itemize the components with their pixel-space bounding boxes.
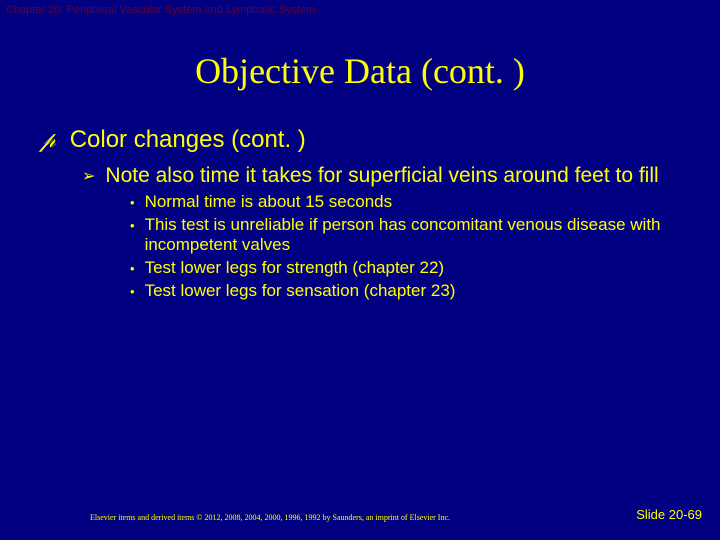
script-bullet-icon: 𝓅 bbox=[40, 127, 56, 153]
bullet-level2: ➢ Note also time it takes for superficia… bbox=[82, 164, 690, 189]
copyright-text: Elsevier items and derived items © 2012,… bbox=[90, 513, 450, 522]
level3-text: Test lower legs for strength (chapter 22… bbox=[145, 258, 445, 278]
arrow-bullet-icon: ➢ bbox=[82, 168, 95, 187]
dot-bullet-icon: • bbox=[130, 284, 135, 299]
slide-body: 𝓅 Color changes (cont. ) ➢ Note also tim… bbox=[0, 126, 720, 301]
bullet-level3: • Normal time is about 15 seconds bbox=[130, 192, 690, 212]
chapter-header: Chapter 20: Peripheral Vascular System a… bbox=[0, 0, 720, 20]
bullet-level3: • Test lower legs for strength (chapter … bbox=[130, 258, 690, 278]
dot-bullet-icon: • bbox=[130, 261, 135, 276]
dot-bullet-icon: • bbox=[130, 195, 135, 210]
level1-text: Color changes (cont. ) bbox=[70, 126, 306, 154]
bullet-level1: 𝓅 Color changes (cont. ) bbox=[40, 126, 690, 154]
slide-footer: Elsevier items and derived items © 2012,… bbox=[0, 507, 720, 522]
bullet-level3: • Test lower legs for sensation (chapter… bbox=[130, 281, 690, 301]
slide-number: Slide 20-69 bbox=[636, 507, 702, 522]
dot-bullet-icon: • bbox=[130, 218, 135, 233]
level3-text: This test is unreliable if person has co… bbox=[145, 215, 670, 255]
level2-text: Note also time it takes for superficial … bbox=[105, 164, 658, 189]
level3-text: Normal time is about 15 seconds bbox=[145, 192, 393, 212]
bullet-level3: • This test is unreliable if person has … bbox=[130, 215, 690, 255]
level3-text: Test lower legs for sensation (chapter 2… bbox=[145, 281, 456, 301]
slide-title: Objective Data (cont. ) bbox=[0, 50, 720, 92]
